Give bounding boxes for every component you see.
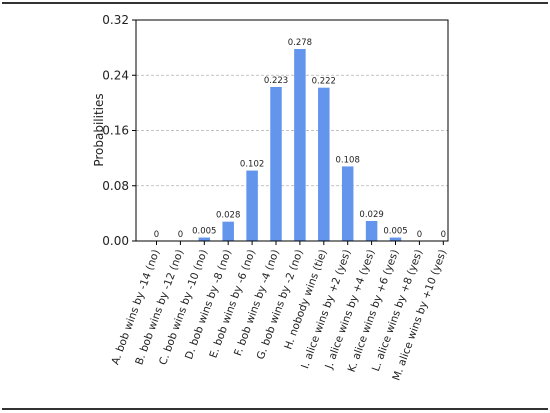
bar-value-label: 0 — [154, 230, 159, 240]
bottom-border-line — [2, 408, 548, 410]
y-tick-label: 0.08 — [102, 179, 129, 193]
bars — [198, 49, 402, 242]
y-tick-label: 0.16 — [102, 124, 129, 138]
bar — [222, 221, 234, 241]
bar-value-label: 0.222 — [312, 77, 336, 87]
bar-value-label: 0 — [178, 230, 183, 240]
bar-value-label: 0.029 — [359, 210, 383, 220]
bar-value-label: 0.108 — [336, 155, 360, 165]
bar-value-label: 0.028 — [216, 211, 240, 221]
bar — [198, 237, 211, 241]
bar — [318, 87, 330, 242]
bar-value-label: 0.102 — [240, 160, 264, 170]
bar-value-label: 0 — [417, 230, 422, 240]
bar-value-label: 0.005 — [192, 227, 216, 237]
bar-value-label: 0.278 — [288, 38, 312, 48]
y-tick-label: 0.00 — [102, 234, 129, 248]
bar — [341, 166, 354, 241]
bar — [294, 49, 306, 241]
y-axis-label: Probabilities — [92, 93, 106, 166]
value-labels: 0 0 0.0050.0280.1020.2230.2780.2220.1080.0… — [154, 38, 446, 240]
bar-value-label: 0.005 — [383, 227, 407, 237]
bar — [389, 237, 402, 241]
y-tick-label: 0.24 — [102, 68, 129, 82]
y-axis-ticks: 0.00 0.08 0.16 0.24 0.32 — [102, 13, 136, 248]
top-border-line — [2, 2, 548, 4]
bar — [365, 220, 378, 241]
bar — [270, 86, 282, 241]
bar-value-label: 0.223 — [264, 76, 288, 86]
x-axis-ticks: A. bob wins by -14 (no)B. bob wins by -1… — [109, 241, 449, 382]
bar — [246, 170, 258, 241]
y-tick-label: 0.32 — [102, 13, 129, 27]
bar-value-label: 0 — [441, 230, 446, 240]
